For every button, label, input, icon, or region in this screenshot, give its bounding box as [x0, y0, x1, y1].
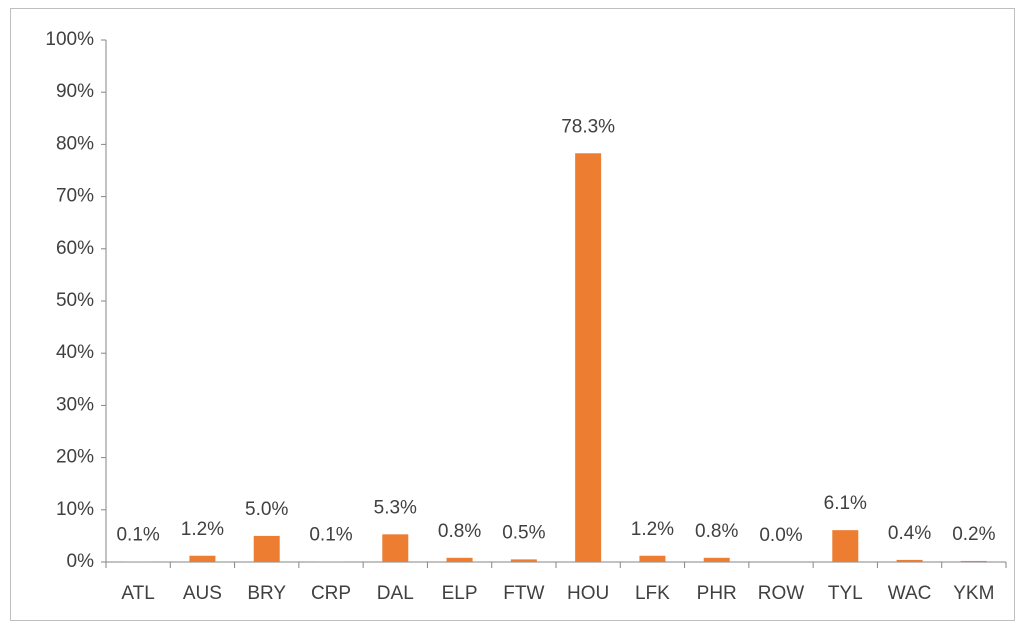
- y-tick-label: 10%: [56, 499, 94, 520]
- y-tick-label: 100%: [45, 29, 94, 50]
- data-label: 6.1%: [824, 493, 867, 514]
- data-label: 0.1%: [116, 524, 159, 545]
- x-tick-label: TYL: [828, 583, 863, 604]
- y-tick-label: 0%: [67, 551, 95, 572]
- y-tick-label: 70%: [56, 186, 94, 207]
- y-tick-label: 90%: [56, 81, 94, 102]
- data-label: 1.2%: [181, 519, 224, 540]
- bar: [125, 561, 152, 562]
- data-label: 0.8%: [695, 521, 738, 542]
- data-label: 78.3%: [561, 116, 615, 137]
- x-tick-label: CRP: [311, 583, 351, 604]
- y-tick-label: 20%: [56, 447, 94, 468]
- x-tick-label: WAC: [888, 583, 932, 604]
- bar: [832, 530, 859, 562]
- x-tick-label: AUS: [183, 583, 222, 604]
- data-label: 0.0%: [759, 525, 802, 546]
- y-tick-label: 40%: [56, 342, 94, 363]
- bar: [896, 559, 923, 562]
- y-tick-label: 30%: [56, 394, 94, 415]
- y-tick-label: 80%: [56, 133, 94, 154]
- y-tick-label: 50%: [56, 290, 94, 311]
- x-tick-label: HOU: [567, 583, 609, 604]
- data-label: 0.8%: [438, 521, 481, 542]
- data-label: 0.5%: [502, 522, 545, 543]
- x-tick-label: YKM: [953, 583, 994, 604]
- chart-border: [10, 8, 1015, 621]
- x-tick-label: BRY: [247, 583, 286, 604]
- x-tick-label: FTW: [503, 583, 544, 604]
- x-tick-label: ELP: [442, 583, 478, 604]
- bar: [446, 557, 473, 562]
- x-tick-label: LFK: [635, 583, 670, 604]
- bar: [189, 555, 216, 562]
- data-label: 5.3%: [374, 497, 417, 518]
- data-label: 5.0%: [245, 499, 288, 520]
- x-tick-label: PHR: [697, 583, 737, 604]
- x-tick-label: DAL: [377, 583, 414, 604]
- data-label: 0.1%: [309, 524, 352, 545]
- x-tick-label: ROW: [758, 583, 805, 604]
- bar: [318, 561, 344, 562]
- data-label: 0.2%: [952, 524, 995, 545]
- bar: [703, 557, 730, 562]
- bar: [575, 153, 602, 563]
- y-tick-label: 60%: [56, 238, 94, 259]
- x-tick-label: ATL: [121, 583, 154, 604]
- bar: [510, 559, 537, 562]
- bar: [382, 534, 409, 562]
- bar: [960, 560, 987, 562]
- bar: [253, 535, 280, 562]
- bar: [639, 555, 666, 562]
- data-label: 1.2%: [631, 519, 674, 540]
- data-label: 0.4%: [888, 523, 931, 544]
